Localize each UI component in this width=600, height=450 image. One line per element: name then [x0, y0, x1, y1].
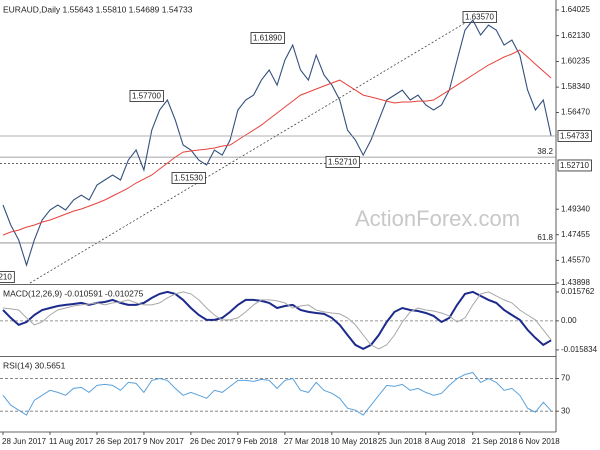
support-annotation: 1.52710	[328, 158, 357, 167]
x-tick-label: 11 Aug 2017	[49, 437, 94, 446]
y-tick-label: 1.60235	[561, 57, 590, 66]
last-price-label: 1.54733	[560, 132, 589, 141]
series-line	[2, 49, 552, 236]
x-tick-label: 9 Nov 2017	[143, 437, 184, 446]
panel-title: RSI(14) 30.5651	[3, 360, 66, 370]
fib-label: 61.8	[537, 233, 553, 242]
y-tick-label: 1.64025	[561, 5, 590, 14]
x-tick-label: 25 Jun 2018	[378, 437, 423, 446]
x-tick-label: 10 May 2018	[331, 437, 378, 446]
price-annotation: 4210	[0, 273, 12, 282]
y-tick-label: 1.56470	[561, 108, 590, 117]
x-tick-label: 26 Sep 2017	[96, 437, 142, 446]
y-tick-label: 1.62130	[561, 31, 590, 40]
watermark: ActionForex.com	[355, 206, 520, 231]
panel-title: EURAUD,Daily 1.55643 1.55810 1.54689 1.5…	[3, 4, 193, 14]
y-tick-label: 1.58340	[561, 82, 590, 91]
y-tick-label: -0.015834	[561, 345, 598, 354]
x-tick-label: 21 Sep 2018	[472, 437, 518, 446]
y-tick-label: 1.45570	[561, 255, 590, 264]
y-tick-label: 70	[561, 374, 570, 383]
x-tick-label: 26 Dec 2017	[190, 437, 236, 446]
y-tick-label: 30	[561, 406, 570, 415]
y-tick-label: 0.00	[561, 316, 577, 325]
price-annotation-box	[0, 271, 15, 283]
y-tick-label: 1.49340	[561, 204, 590, 213]
price-annotation: 1.57700	[132, 92, 161, 101]
last-price-label-box	[557, 130, 592, 142]
series-line	[2, 291, 552, 350]
price-annotation: 1.61890	[253, 34, 282, 43]
series-line	[2, 19, 552, 267]
price-annotation-box	[171, 172, 206, 184]
trend-line	[29, 19, 471, 284]
x-tick-label: 27 Mar 2018	[284, 437, 329, 446]
support-label-box	[557, 159, 592, 172]
x-tick-label: 6 Nov 2018	[519, 437, 560, 446]
x-tick-label: 9 Feb 2018	[237, 437, 278, 446]
series-line	[2, 371, 552, 416]
y-tick-label: 0.015762	[561, 287, 595, 296]
x-tick-label: 8 Aug 2018	[425, 437, 466, 446]
panel-title: MACD(12,26,9) -0.010591 -0.010275	[3, 288, 144, 298]
fib-label: 38.2	[537, 147, 553, 156]
support-annotation-box	[325, 156, 360, 168]
x-tick-label: 28 Jun 2017	[2, 437, 47, 446]
price-annotation-box	[129, 90, 164, 102]
price-annotation-box	[462, 11, 497, 23]
support-label: 1.52710	[560, 161, 589, 170]
price-annotation: 1.63570	[465, 13, 494, 22]
y-tick-label: 1.47455	[561, 230, 590, 239]
y-tick-label: 1.43898	[561, 278, 590, 287]
price-annotation-box	[250, 32, 285, 44]
price-annotation: 1.51530	[174, 174, 203, 183]
